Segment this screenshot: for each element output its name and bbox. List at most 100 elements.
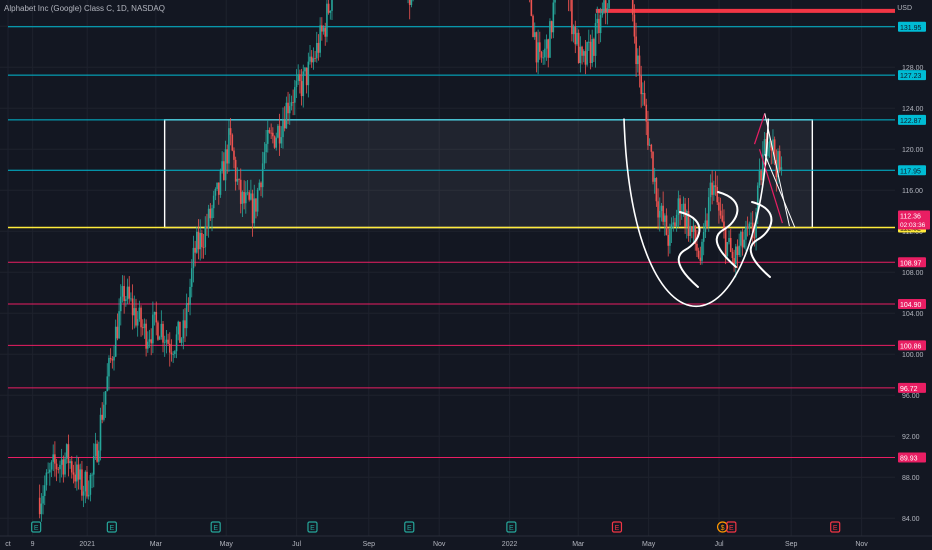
candle-body [772, 139, 774, 151]
candle-body [724, 228, 727, 257]
candle-body [216, 182, 218, 189]
currency-label: USD [897, 5, 912, 12]
candle-body [755, 212, 757, 238]
candle-body [658, 210, 661, 218]
candle-body [549, 21, 551, 58]
candle-body [669, 229, 671, 246]
price-tick-label: 116.00 [902, 188, 923, 195]
candle-body [204, 226, 207, 248]
candle-body [650, 144, 653, 152]
candle-body [185, 303, 188, 329]
candle-body [736, 246, 739, 256]
candle-body [47, 472, 49, 474]
candle-body [152, 314, 154, 344]
candle-body [266, 129, 269, 144]
candle-body [108, 357, 110, 377]
candle-body [598, 18, 600, 34]
candle-body [711, 182, 713, 195]
level-tag-label: 122.87 [900, 118, 922, 125]
time-tick-label: 2021 [79, 541, 95, 548]
candle-body [731, 251, 734, 259]
candle-body [685, 211, 688, 227]
candle-body [530, 0, 533, 16]
earnings-marker [506, 521, 517, 533]
level-tag-bg [898, 70, 926, 81]
candle-body [49, 469, 51, 473]
candle-body [631, 0, 634, 15]
candle-body [60, 459, 63, 465]
candle-body [119, 296, 122, 312]
level-tag-label: 100.86 [900, 343, 922, 350]
candle-body [201, 233, 203, 248]
candle-body [594, 22, 597, 56]
candle-body [307, 61, 310, 86]
candle-body [636, 55, 639, 65]
candle-body [665, 215, 668, 235]
candle-body [780, 167, 783, 170]
candle-body [692, 225, 695, 233]
level-price-tag: 131.95 [898, 21, 926, 32]
candle-body [762, 154, 764, 181]
candle-body [741, 231, 744, 248]
countdown-label: 02:03:36 [900, 222, 926, 229]
candle-body [601, 10, 604, 16]
candle-body [130, 298, 132, 300]
candle-body [719, 210, 722, 216]
current-price-label: 112.36 [900, 214, 921, 221]
event-marker: E [506, 521, 517, 533]
candle-body [674, 222, 676, 227]
candle-body [738, 245, 740, 256]
event-label: E [407, 525, 412, 532]
level-tag-bg [898, 299, 926, 310]
candle-body [687, 211, 690, 236]
candle-body [721, 215, 724, 222]
candle-body [62, 459, 65, 475]
event-marker: E [106, 521, 117, 533]
candle-body [533, 32, 536, 37]
candle-body [258, 182, 261, 190]
earnings-marker [611, 521, 623, 533]
level-price-tag: 108.97 [898, 257, 926, 268]
candle-body [576, 32, 578, 45]
candle-body [760, 170, 762, 181]
candle-body [96, 443, 98, 462]
level-price-tag: 117.95 [898, 165, 926, 176]
candle-body [653, 177, 656, 182]
event-label: E [509, 525, 514, 532]
candle-body [106, 376, 109, 392]
candle-body [648, 144, 651, 146]
time-tick-label: Mar [150, 541, 163, 548]
candle-body [660, 205, 663, 211]
candle-body [54, 454, 56, 464]
candle-body [278, 125, 281, 144]
candle-body [642, 92, 644, 95]
candle-body [179, 321, 181, 343]
candle-body [714, 185, 717, 187]
candle-body [273, 136, 276, 148]
candle-body [234, 159, 237, 182]
candle-body [750, 222, 752, 224]
price-tick-label: 124.00 [902, 106, 924, 113]
candle-body [277, 125, 279, 138]
candle-body [675, 214, 678, 227]
event-label: E [34, 525, 39, 532]
candle-body [79, 469, 82, 480]
level-tag-bg [898, 452, 926, 463]
candle-body [158, 336, 161, 340]
price-tick-label: 104.00 [902, 311, 924, 318]
candle-body [77, 464, 80, 480]
candle-body [84, 471, 87, 492]
event-marker: E [210, 521, 221, 533]
candle-body [704, 220, 707, 232]
level-price-tag: 96.72 [898, 382, 926, 393]
candle-body [740, 231, 742, 246]
candle-body [545, 39, 548, 49]
time-tick-label: 9 [31, 541, 35, 548]
price-tick-label: 100.00 [902, 352, 924, 359]
price-axis: 84.00 88.00 92.00 96.00 100.00 104.00 108.00 11… [895, 0, 932, 550]
candle-body [148, 339, 151, 342]
candle-body [214, 188, 217, 196]
candle-body [748, 223, 751, 229]
candle-body [133, 308, 136, 316]
